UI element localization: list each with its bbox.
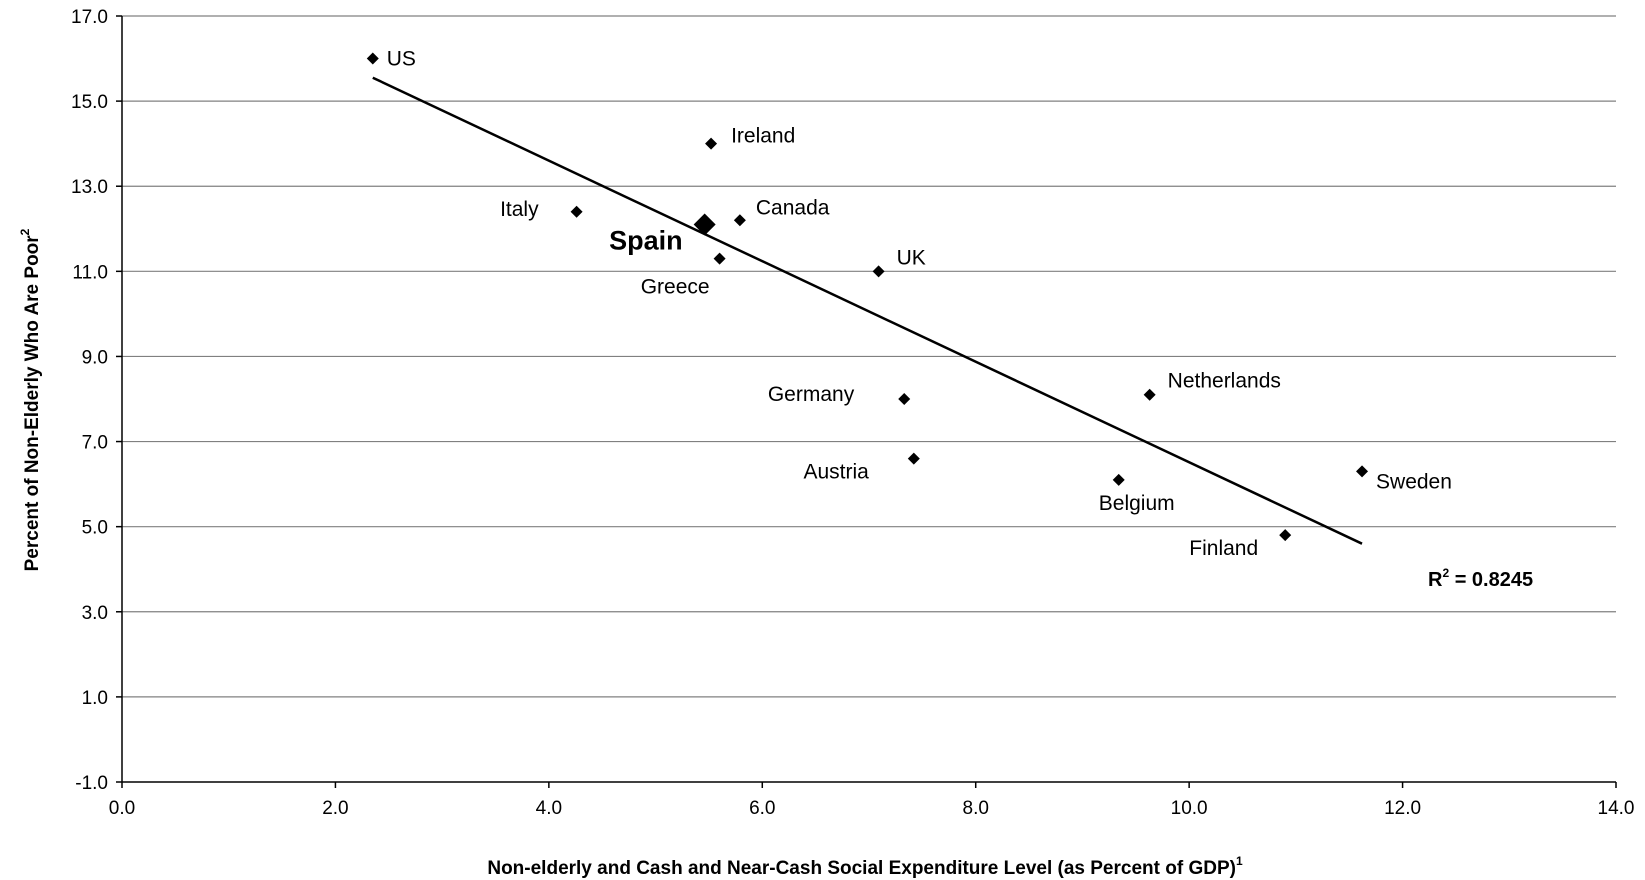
y-tick-label: 13.0 xyxy=(71,177,108,198)
x-tick-label: 10.0 xyxy=(1171,798,1208,819)
y-tick-label: 15.0 xyxy=(71,92,108,113)
y-axis-ticks: -1.0 1.0 3.0 5.0 7.0 9.0 11.0 13.0 15.0 17.0 xyxy=(71,7,122,794)
y-tick-label: 17.0 xyxy=(71,7,108,28)
point-labels: US Ireland Italy Canada Spain Greece UK Germany… xyxy=(387,48,1452,561)
axes xyxy=(121,16,1616,783)
data-points xyxy=(366,52,1369,542)
x-tick-label: 0.0 xyxy=(109,798,135,819)
x-tick-label: 12.0 xyxy=(1384,798,1421,819)
point-netherlands-marker xyxy=(1143,388,1156,401)
point-uk-label: UK xyxy=(897,246,926,269)
point-spain-marker xyxy=(693,213,716,236)
y-tick-label: 9.0 xyxy=(82,347,108,368)
y-tick-label: 3.0 xyxy=(82,603,108,624)
point-sweden-marker xyxy=(1356,465,1369,478)
point-canada-label: Canada xyxy=(756,196,830,219)
point-belgium-marker xyxy=(1112,473,1125,486)
x-axis-ticks: 0.0 2.0 4.0 6.0 8.0 10.0 12.0 14.0 xyxy=(109,782,1635,819)
y-tick-label: 7.0 xyxy=(82,433,108,454)
y-axis-title: Percent of Non-Elderly Who Are Poor2 xyxy=(18,228,43,571)
point-austria-marker xyxy=(907,452,920,465)
point-germany-marker xyxy=(898,393,911,405)
point-sweden-label: Sweden xyxy=(1376,470,1452,493)
x-tick-label: 6.0 xyxy=(749,798,775,819)
point-finland-label: Finland xyxy=(1189,537,1258,560)
r-squared-annotation: R2 = 0.8245 xyxy=(1428,566,1533,591)
x-tick-label: 4.0 xyxy=(536,798,562,819)
x-tick-label: 2.0 xyxy=(322,798,348,819)
point-germany-label: Germany xyxy=(768,383,855,406)
x-axis-title: Non-elderly and Cash and Near-Cash Socia… xyxy=(487,854,1243,879)
point-spain-label: Spain xyxy=(609,226,683,256)
point-us-marker xyxy=(366,52,379,65)
grid-lines xyxy=(122,15,1616,698)
point-greece-label: Greece xyxy=(641,276,710,299)
point-austria-label: Austria xyxy=(803,461,869,484)
x-tick-label: 8.0 xyxy=(963,798,989,819)
y-tick-label: 11.0 xyxy=(72,262,108,283)
point-uk-marker xyxy=(872,265,885,278)
point-us-label: US xyxy=(387,48,416,71)
point-ireland-label: Ireland xyxy=(731,125,795,148)
point-finland-marker xyxy=(1279,529,1292,542)
point-canada-marker xyxy=(733,214,746,227)
y-tick-label: -1.0 xyxy=(75,773,108,794)
y-tick-label: 1.0 xyxy=(82,688,108,709)
point-italy-marker xyxy=(570,205,583,218)
trend-line xyxy=(372,76,1363,545)
point-belgium-label: Belgium xyxy=(1099,492,1175,515)
x-tick-label: 14.0 xyxy=(1598,798,1635,819)
y-tick-label: 5.0 xyxy=(82,518,108,539)
point-italy-label: Italy xyxy=(500,198,539,221)
point-ireland-marker xyxy=(705,137,718,150)
point-greece-marker xyxy=(713,252,726,265)
point-netherlands-label: Netherlands xyxy=(1168,370,1281,393)
